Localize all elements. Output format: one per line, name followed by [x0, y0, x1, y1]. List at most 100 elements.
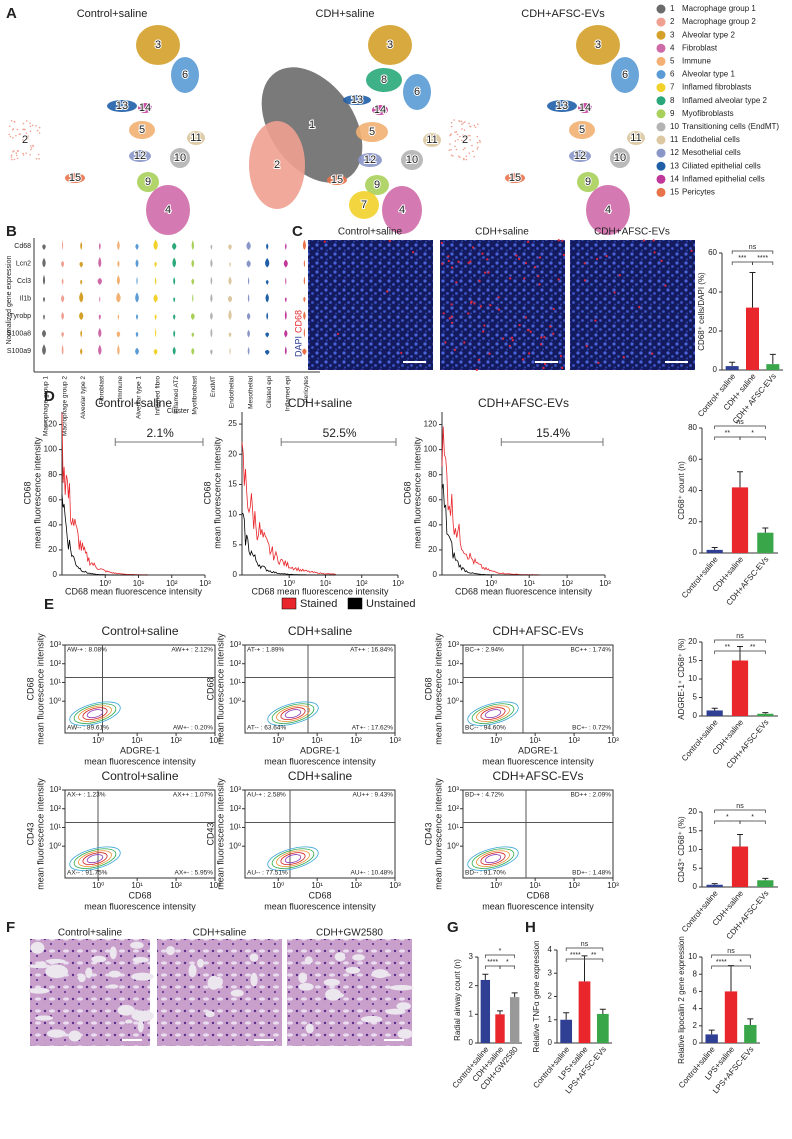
violin [135, 331, 139, 338]
umap-cell [455, 131, 458, 133]
cd68-signal [543, 336, 546, 339]
airspace [130, 941, 144, 949]
x-axis-label: CD68 [526, 890, 549, 900]
violin [173, 297, 176, 303]
legend-dot [656, 148, 666, 158]
violin [247, 329, 251, 338]
gene-label: S100a8 [7, 330, 31, 337]
legend-name: Ciliated epithelial cells [682, 161, 761, 170]
cd68-signal [585, 345, 588, 348]
y-tick-label: 10 [688, 674, 697, 683]
umap-cell [464, 121, 466, 123]
sig-bracket [714, 425, 766, 429]
umap-cell [38, 132, 41, 134]
violin [61, 331, 64, 338]
y-tick-label: 10⁰ [49, 696, 61, 705]
error-bar [563, 1012, 570, 1020]
contour [86, 709, 104, 719]
gene-label: Cd68 [14, 243, 31, 250]
cd68-signal [479, 305, 483, 308]
y-axis-label: mean fluorescence intensity [433, 778, 443, 890]
airspace [205, 1010, 215, 1018]
cd68-signal [613, 291, 616, 294]
umap-cell [37, 153, 40, 156]
violin [135, 259, 139, 268]
micrograph-title: CDH+AFSC-EVs [594, 227, 670, 238]
airspace [232, 989, 244, 997]
umap-cell [462, 148, 465, 151]
histogram-curve [441, 483, 540, 576]
violin [61, 312, 65, 320]
airspace [45, 958, 66, 964]
y-tick-label: 10³ [229, 785, 241, 794]
x-tick-label: 10⁰ [99, 579, 111, 588]
violin [285, 243, 287, 250]
umap-cell [22, 154, 25, 156]
contour [69, 846, 121, 871]
violin [80, 329, 83, 338]
cd68-signal [523, 277, 526, 280]
x-tick-label: Control+saline [680, 554, 720, 600]
cd68-signal [481, 252, 484, 255]
x-axis-label: ADGRE-1 [120, 745, 160, 755]
error-bar [599, 1008, 606, 1014]
cluster-label: 12 [364, 154, 376, 166]
error-bar [737, 471, 743, 488]
bar [745, 307, 760, 370]
flow-title: CDH+AFSC-EVs [492, 769, 583, 783]
legend-dot [656, 70, 666, 79]
umap-cell [450, 121, 453, 124]
umap-cluster [358, 153, 382, 167]
violin [172, 257, 177, 268]
umap-cell [463, 135, 466, 138]
contour [86, 854, 104, 864]
violin [265, 332, 270, 338]
error-bar [728, 965, 734, 992]
y-axis-label: Normalized gene expression [6, 256, 13, 345]
cd68-signal [448, 317, 451, 320]
y-tick-label: 40 [48, 520, 57, 529]
quadrant-label: BD+- : 1.48% [572, 870, 611, 877]
cd68-signal [447, 255, 450, 258]
quadrant-label: AT+- : 17.62% [352, 725, 393, 732]
umap-cell [30, 148, 32, 151]
cd68-signal [559, 355, 563, 358]
umap-cluster [356, 122, 388, 142]
cluster-name: Endothelial [229, 375, 236, 408]
legend-swatch [281, 597, 297, 610]
violin [117, 344, 120, 355]
y-axis-label: mean fluorescence intensity [215, 633, 225, 745]
contour [69, 701, 121, 726]
cd68-signal [450, 303, 453, 306]
cd68-signal [482, 330, 485, 333]
sig-bracket [711, 965, 732, 969]
violin [61, 278, 64, 285]
violin [98, 256, 102, 268]
cluster-label: 5 [139, 124, 145, 136]
quadrant-label: AU-+ : 2.58% [247, 792, 286, 799]
x-axis-label: CD68 mean fluorescence intensity [251, 586, 389, 596]
legend-dot [656, 135, 666, 145]
cd68-signal [543, 362, 547, 366]
legend-dot [656, 174, 666, 184]
umap-cell [449, 134, 451, 137]
x-tick-label: 10⁰ [283, 579, 295, 588]
error-bar [511, 992, 518, 998]
cluster-label: 3 [155, 39, 161, 51]
cd68-signal [502, 337, 505, 340]
cluster-name: Pericytes [303, 375, 310, 402]
violin [209, 312, 213, 320]
x-tick-label: 10² [170, 881, 182, 890]
legend-id: 14 [670, 174, 679, 183]
umap-cluster [171, 57, 199, 93]
umap-cluster [343, 95, 371, 105]
y-tick-label: 20 [228, 449, 237, 458]
airspace [125, 1019, 133, 1024]
sig-bracket [730, 965, 751, 969]
umap-cell [35, 125, 37, 127]
y-tick-label: 60 [708, 248, 717, 257]
cd68-signal [488, 352, 491, 355]
y-tick-label: 10⁰ [447, 696, 459, 705]
y-tick-label: 10³ [49, 640, 61, 649]
x-tick-label: 10⁰ [490, 736, 502, 745]
